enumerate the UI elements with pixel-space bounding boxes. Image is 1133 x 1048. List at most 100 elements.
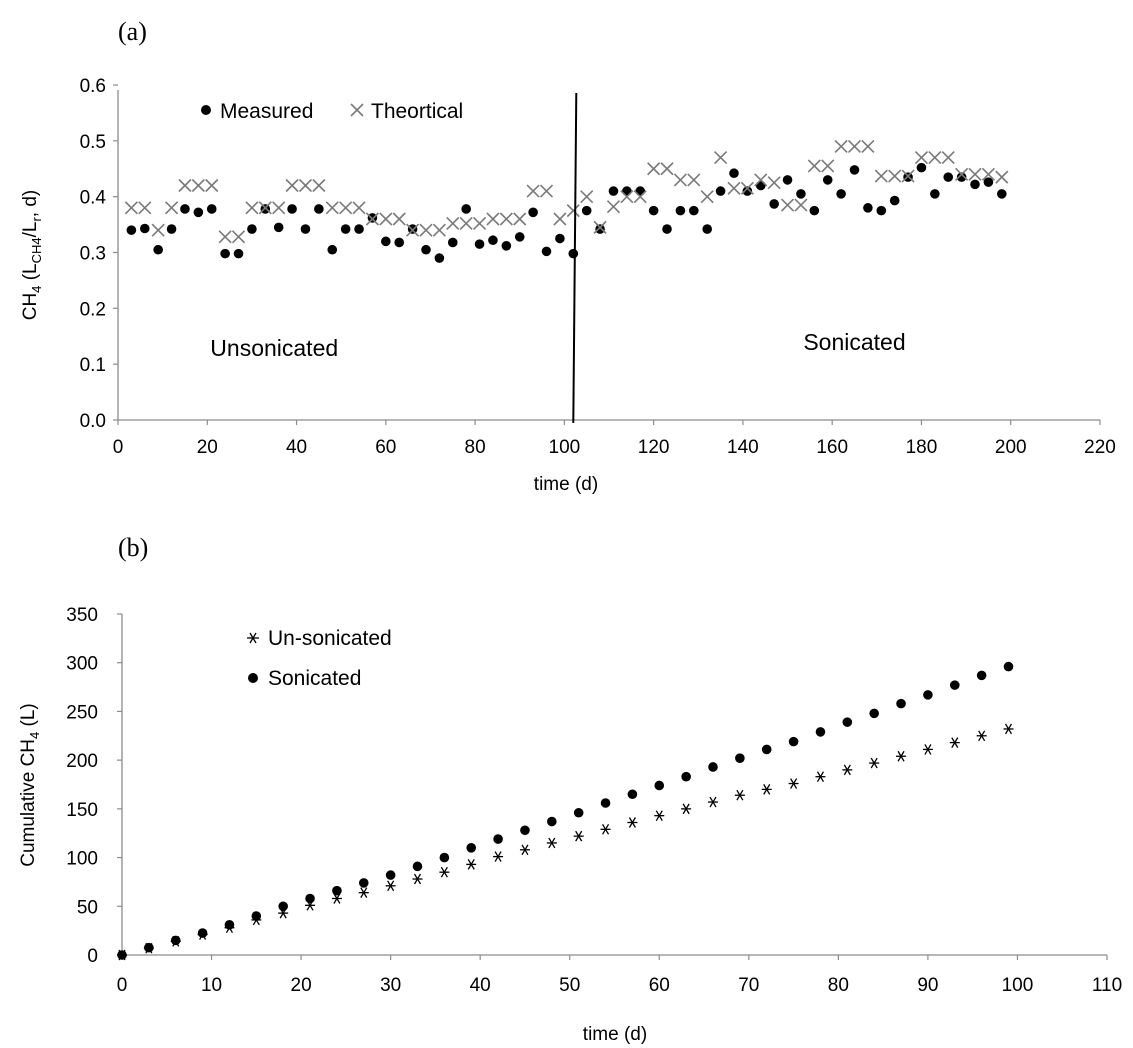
point-measured: [273, 222, 284, 233]
point-measured: [595, 224, 605, 234]
point-measured: [916, 162, 927, 173]
y-tick-label: 0.2: [80, 299, 106, 320]
x-tick-label: 40: [286, 437, 307, 458]
annotation-sonicated: Sonicated: [803, 329, 905, 355]
point-theortical: [794, 198, 808, 212]
point-theortical: [861, 139, 875, 153]
point-measured: [822, 175, 833, 185]
point-sonicated: [842, 717, 853, 727]
point-theortical: [821, 159, 835, 173]
point-theortical: [539, 184, 554, 198]
point-un-sonicated: [466, 859, 477, 870]
x-tick-label: 90: [917, 975, 938, 996]
point-measured: [956, 172, 967, 182]
point-measured: [247, 224, 257, 234]
point-un-sonicated: [922, 744, 933, 755]
point-measured: [528, 207, 538, 218]
point-measured: [836, 189, 846, 199]
point-sonicated: [385, 870, 396, 880]
y-tick-label: 150: [66, 800, 98, 821]
legend-label-measured: Measured: [220, 100, 313, 123]
legend-label-sonicated: Sonicated: [268, 667, 361, 690]
point-theortical: [124, 201, 138, 215]
point-measured: [863, 203, 873, 213]
y-tick-label: 300: [66, 654, 98, 675]
point-measured: [354, 224, 364, 234]
chart-a-x-ticks: 0 20 40 60 80 100 120 140 160 180 200 220: [113, 420, 1116, 458]
y-tick-label: 350: [66, 605, 98, 626]
point-theortical: [647, 162, 661, 176]
point-theortical: [754, 173, 768, 187]
point-un-sonicated: [546, 837, 557, 849]
point-theortical: [365, 212, 379, 226]
point-theortical: [392, 212, 406, 226]
point-measured: [997, 189, 1007, 199]
point-measured: [809, 205, 820, 216]
point-theortical: [205, 178, 219, 193]
point-measured: [581, 205, 592, 216]
point-sonicated: [332, 885, 342, 896]
point-un-sonicated: [842, 764, 853, 776]
point-un-sonicated: [734, 789, 745, 801]
point-measured: [166, 224, 177, 234]
point-theortical: [285, 178, 299, 193]
point-sonicated: [117, 950, 127, 960]
point-measured: [876, 205, 887, 216]
point-theortical: [513, 212, 527, 226]
chart-a-legend: Measured Theortical: [201, 100, 463, 123]
point-measured: [139, 223, 150, 234]
point-theortical: [432, 223, 446, 237]
point-sonicated: [251, 911, 262, 921]
point-sonicated: [815, 727, 826, 737]
y-tick-label: 0.4: [80, 188, 107, 209]
point-un-sonicated: [358, 887, 369, 898]
x-tick-label: 140: [727, 437, 759, 458]
point-theortical: [995, 170, 1009, 184]
point-theortical: [767, 176, 781, 190]
point-un-sonicated: [869, 757, 880, 769]
y-tick-label: 0.6: [80, 76, 106, 97]
point-sonicated: [547, 816, 557, 827]
point-theortical: [138, 201, 152, 215]
point-measured: [943, 172, 954, 182]
point-theortical: [874, 169, 888, 183]
x-tick-label: 60: [375, 437, 396, 458]
chart-a: 0.0 0.1 0.2 0.3 0.4 0.5 0.6 0 20 40 60 80 100 120 140…: [20, 76, 1116, 495]
point-sonicated: [493, 834, 503, 844]
x-tick-label: 220: [1084, 437, 1116, 458]
point-theortical: [834, 139, 848, 153]
point-theortical: [218, 230, 232, 244]
point-measured: [635, 186, 646, 196]
point-measured: [153, 244, 163, 255]
point-theortical: [968, 167, 982, 181]
point-theortical: [459, 216, 473, 231]
point-un-sonicated: [519, 844, 530, 856]
point-theortical: [633, 190, 647, 204]
x-tick-label: 40: [470, 975, 491, 996]
point-measured: [220, 248, 230, 259]
point-sonicated: [197, 928, 208, 938]
panel-a-label: (a): [118, 17, 147, 46]
point-sonicated: [654, 780, 665, 791]
point-measured: [622, 186, 632, 196]
x-tick-label: 100: [1002, 975, 1034, 996]
point-theortical: [446, 216, 460, 231]
point-measured: [702, 224, 712, 234]
chart-a-y-ticks: 0.0 0.1 0.2 0.3 0.4 0.5 0.6: [80, 76, 118, 432]
point-un-sonicated: [761, 784, 772, 795]
point-theortical: [312, 178, 326, 193]
point-sonicated: [708, 762, 718, 772]
point-sonicated: [520, 825, 530, 836]
x-tick-label: 120: [638, 437, 670, 458]
chart-b-legend: Un-sonicated Sonicated: [247, 627, 392, 690]
point-theortical: [379, 212, 393, 226]
point-measured: [889, 195, 900, 206]
point-sonicated: [788, 736, 799, 747]
x-tick-label: 200: [995, 437, 1027, 458]
point-sonicated: [305, 893, 315, 904]
point-theortical: [526, 184, 540, 198]
point-un-sonicated: [627, 817, 638, 828]
panel-b-label: (b): [118, 533, 148, 562]
x-tick-label: 10: [201, 975, 222, 996]
point-measured: [381, 236, 391, 247]
